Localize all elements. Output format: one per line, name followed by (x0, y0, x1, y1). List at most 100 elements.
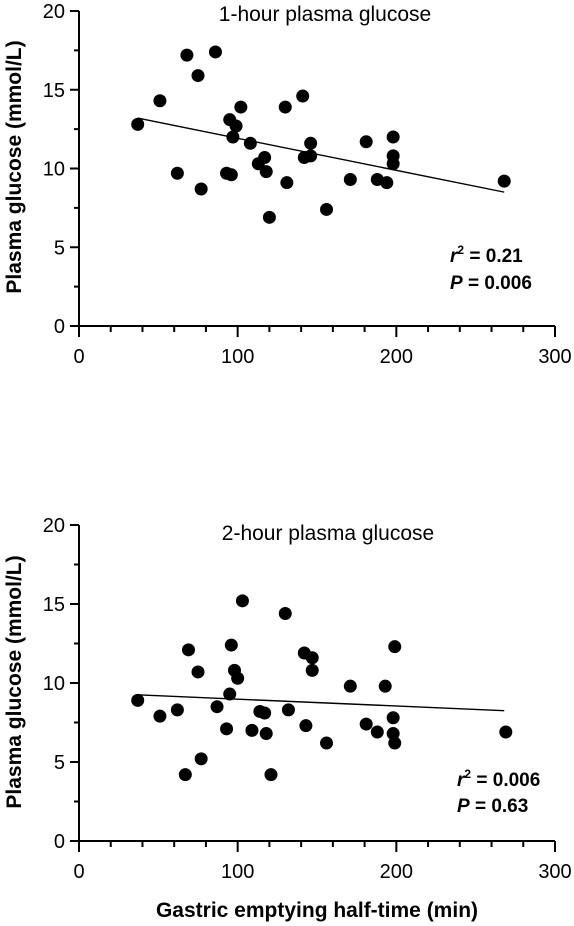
data-point (320, 202, 334, 216)
r-symbol: r (450, 246, 459, 267)
data-points (131, 594, 513, 782)
x-axis-title: Gastric emptying half-time (min) (156, 899, 478, 922)
regression-line (137, 694, 505, 712)
data-point (386, 130, 400, 144)
data-point (281, 703, 295, 717)
chart-2-hour: 2-hour plasma glucose Plasma glucose (mm… (3, 515, 572, 922)
p-value: = 0.006 (463, 273, 532, 294)
data-point (386, 711, 400, 725)
x-tick-label: 0 (73, 861, 84, 883)
data-point (131, 117, 145, 131)
data-point (497, 174, 511, 188)
data-point (296, 89, 310, 103)
chart-1-hour: 1-hour plasma glucose Plasma glucose (mm… (3, 1, 572, 368)
p-symbol: P (457, 796, 470, 817)
data-point (370, 725, 384, 739)
x-tick-label: 300 (538, 346, 571, 368)
r-squared-value: = 0.006 (471, 770, 540, 791)
data-point (208, 45, 222, 59)
y-tick-label: 10 (43, 159, 65, 181)
data-point (343, 679, 357, 693)
r-exponent: 2 (457, 243, 464, 257)
data-point (224, 168, 238, 182)
data-point (194, 182, 208, 196)
x-tick-label: 0 (73, 346, 84, 368)
data-point (226, 130, 240, 144)
data-point (386, 157, 400, 171)
y-tick-label: 0 (54, 316, 65, 338)
data-point (245, 723, 259, 737)
y-tick-label: 10 (43, 673, 65, 695)
data-point (278, 606, 292, 620)
r-squared-label: r2 = 0.21 (450, 243, 523, 267)
data-point (305, 663, 319, 677)
y-tick-label: 20 (43, 1, 65, 23)
data-point (180, 48, 194, 62)
p-value-label: P = 0.63 (457, 796, 528, 817)
data-point (258, 706, 272, 720)
data-point (258, 150, 272, 164)
p-symbol: P (450, 273, 463, 294)
data-point (220, 722, 234, 736)
y-tick-label: 0 (54, 831, 65, 853)
x-tick-label: 300 (538, 861, 571, 883)
x-ticks: 0 100 200 300 (73, 326, 572, 368)
data-point (359, 135, 373, 149)
data-point (170, 703, 184, 717)
data-point (359, 717, 373, 731)
data-point (153, 94, 167, 108)
r-exponent: 2 (464, 767, 471, 781)
y-axis-title: Plasma glucose (mmol/L) (3, 555, 26, 808)
data-point (153, 709, 167, 723)
data-point (229, 119, 243, 133)
regression-line-group (137, 117, 505, 193)
regression-line-group (137, 694, 505, 712)
x-tick-label: 200 (380, 861, 413, 883)
r-squared-label: r2 = 0.006 (457, 767, 540, 791)
chart-title: 2-hour plasma glucose (222, 522, 434, 545)
data-point (280, 176, 294, 190)
data-point (210, 700, 224, 714)
x-tick-label: 100 (221, 346, 254, 368)
r-symbol: r (457, 770, 466, 791)
data-point (194, 752, 208, 766)
data-point (304, 136, 318, 150)
data-point (131, 693, 145, 707)
y-tick-label: 15 (43, 80, 65, 102)
data-point (181, 643, 195, 657)
regression-line (137, 117, 505, 193)
y-tick-label: 20 (43, 515, 65, 537)
y-tick-label: 5 (54, 237, 65, 259)
chart-title: 1-hour plasma glucose (219, 3, 431, 26)
data-point (499, 725, 513, 739)
data-point (243, 136, 257, 150)
data-point (224, 638, 238, 652)
y-ticks: 0 5 10 15 20 (43, 515, 79, 853)
data-point (170, 166, 184, 180)
data-point (304, 149, 318, 163)
data-point (191, 665, 205, 679)
data-point (262, 210, 276, 224)
data-point (191, 69, 205, 83)
data-point (378, 679, 392, 693)
data-point (388, 736, 402, 750)
data-point (278, 100, 292, 114)
y-axis-title: Plasma glucose (mmol/L) (3, 40, 26, 293)
data-point (235, 594, 249, 608)
data-point (320, 736, 334, 750)
y-tick-label: 15 (43, 594, 65, 616)
x-tick-label: 100 (221, 861, 254, 883)
x-tick-label: 200 (380, 346, 413, 368)
data-point (305, 651, 319, 665)
p-value: = 0.63 (470, 796, 529, 817)
data-point (264, 768, 278, 782)
y-ticks: 0 5 10 15 20 (43, 1, 79, 338)
data-point (380, 176, 394, 190)
data-points (131, 45, 511, 224)
r-squared-value: = 0.21 (464, 246, 523, 267)
y-tick-label: 5 (54, 752, 65, 774)
data-point (231, 671, 245, 685)
data-point (178, 768, 192, 782)
data-point (223, 687, 237, 701)
